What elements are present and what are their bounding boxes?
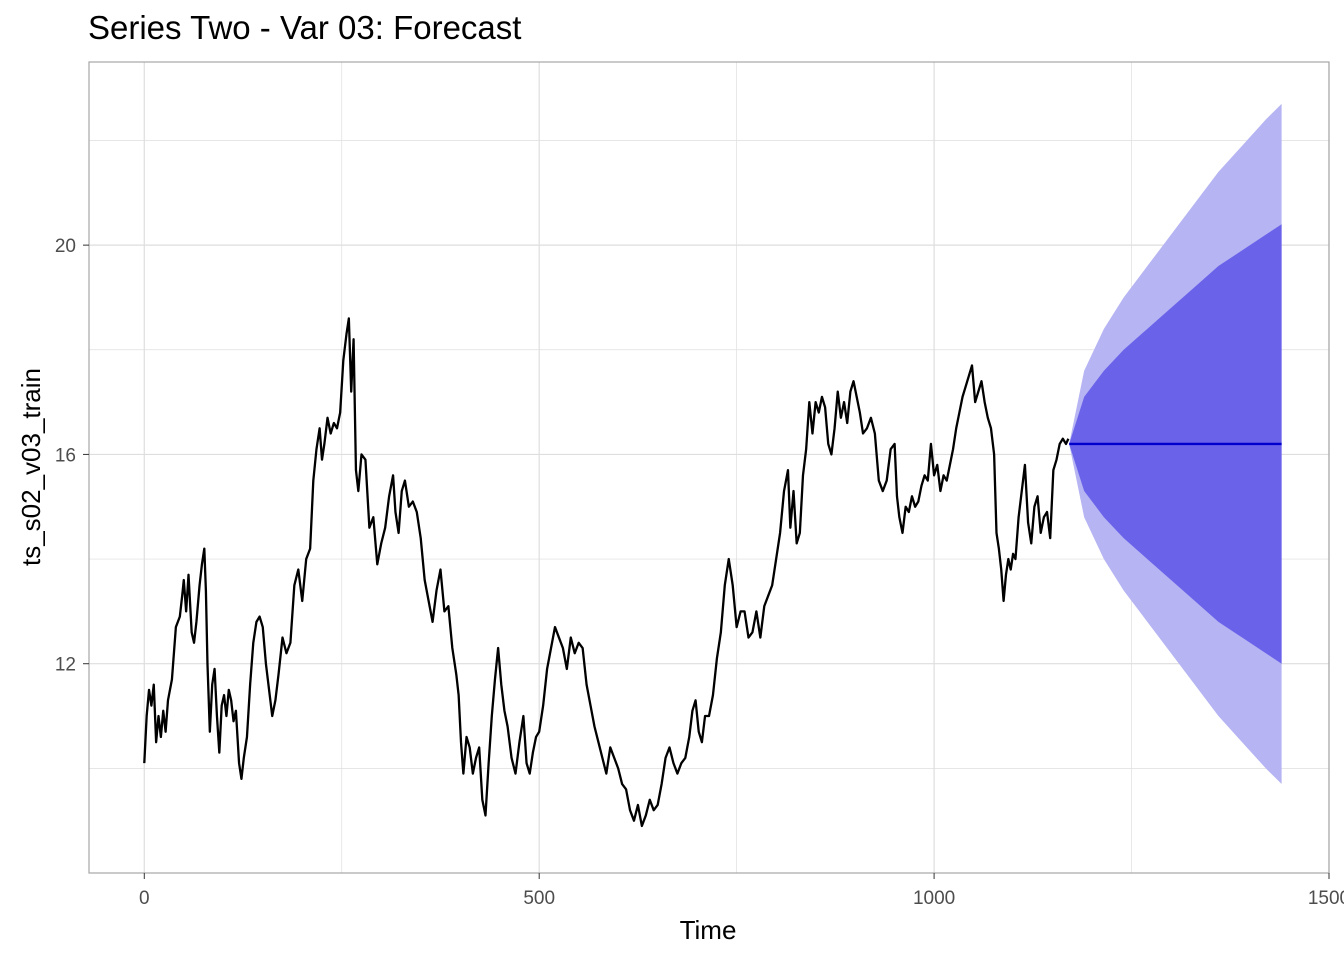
x-tick-label: 1000 — [913, 888, 955, 909]
y-axis-ticks: 12 16 20 — [55, 236, 89, 676]
plot-panel — [88, 61, 1330, 874]
y-tick-label: 20 — [55, 236, 76, 257]
series-lines — [143, 317, 1282, 828]
x-tick-label: 0 — [139, 888, 150, 909]
y-axis-title: ts_s02_v03_train — [16, 368, 46, 566]
y-tick-label: 12 — [55, 655, 76, 676]
history-line — [143, 317, 1070, 828]
y-tick-label: 16 — [55, 445, 76, 466]
x-tick-label: 1500 — [1308, 888, 1344, 909]
chart-title: Series Two - Var 03: Forecast — [88, 9, 521, 46]
x-axis-ticks: 0 500 1000 1500 — [139, 873, 1344, 909]
x-tick-label: 500 — [523, 888, 555, 909]
x-axis-title: Time — [680, 915, 737, 945]
grid-minor — [89, 62, 1329, 873]
